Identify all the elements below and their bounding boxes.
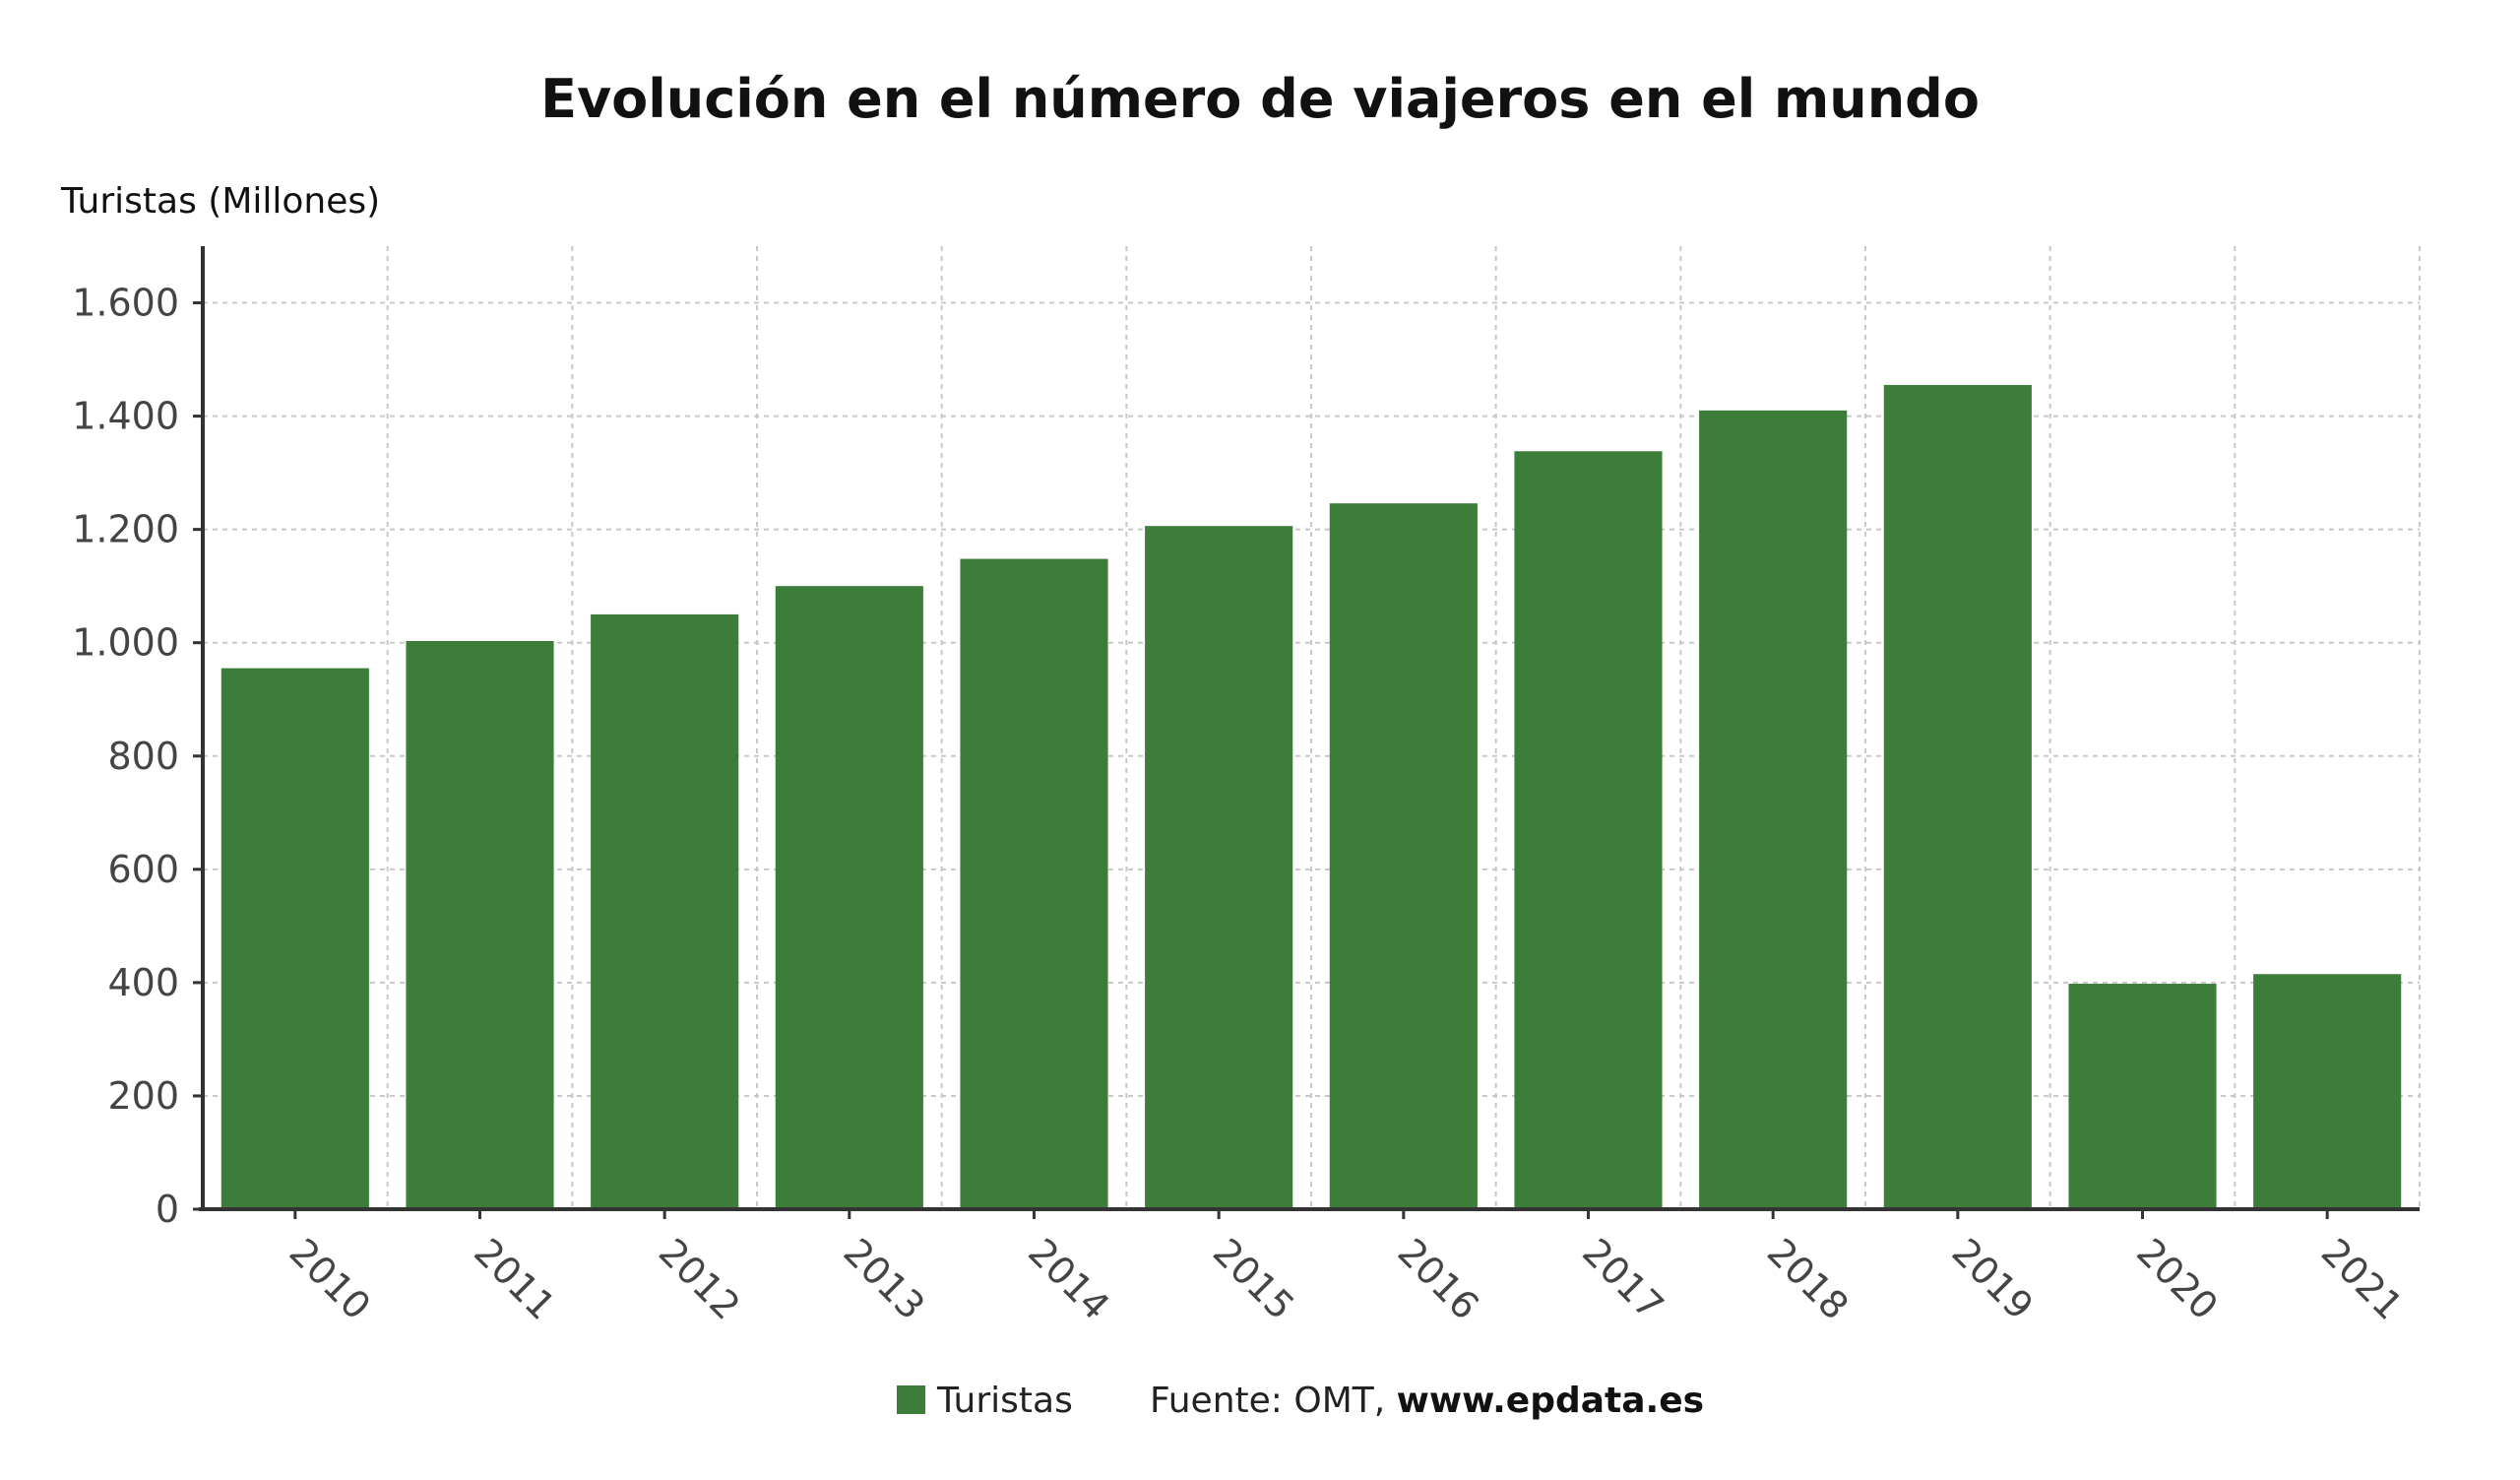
x-tick-label: 2010 <box>281 1230 379 1328</box>
x-tick-label: 2017 <box>1574 1230 1672 1328</box>
axes <box>199 246 2420 1211</box>
y-tick-label: 1.600 <box>72 282 179 325</box>
x-tick-label: 2019 <box>1943 1230 2042 1328</box>
source-prefix: Fuente: OMT, <box>1150 1381 1397 1421</box>
y-tick-label: 1.200 <box>72 508 179 551</box>
x-tick-label: 2018 <box>1759 1230 1858 1328</box>
x-tick-label: 2012 <box>651 1230 749 1328</box>
legend-label: Turistas <box>936 1381 1073 1421</box>
x-tick-labels: 2010 2011 2012 2013 2014 2015 2016 2017 2018 2019… <box>281 1209 2411 1328</box>
y-tick-label: 1.400 <box>72 395 179 438</box>
x-tick-label: 2016 <box>1389 1230 1487 1328</box>
gridlines <box>203 246 2421 1209</box>
x-tick-label: 2021 <box>2313 1230 2412 1328</box>
bar-2013 <box>775 586 923 1209</box>
bar-2016 <box>1329 503 1478 1209</box>
bar-2015 <box>1145 526 1293 1209</box>
source-credit: Fuente: OMT, www.epdata.es <box>1150 1381 1704 1421</box>
chart-title: Evolución en el número de viajeros en el… <box>540 68 1980 130</box>
y-tick-label: 0 <box>156 1188 179 1231</box>
x-tick-label: 2020 <box>2128 1230 2227 1328</box>
x-tick-label: 2014 <box>1020 1230 1118 1328</box>
x-tick-label: 2013 <box>835 1230 933 1328</box>
bar-2021 <box>2253 974 2402 1209</box>
y-tick-labels: 0 200 400 600 800 1.000 1.200 1.400 1.600 <box>72 282 203 1231</box>
y-tick-label: 400 <box>107 961 179 1004</box>
x-tick-label: 2011 <box>466 1230 564 1328</box>
y-tick-label: 1.000 <box>72 621 179 665</box>
bar-2017 <box>1514 451 1663 1209</box>
bar-2019 <box>1883 384 2032 1210</box>
bar-2012 <box>591 613 739 1209</box>
y-tick-label: 800 <box>107 735 179 778</box>
y-tick-label: 200 <box>107 1074 179 1118</box>
bar-2010 <box>220 668 369 1209</box>
bar-2011 <box>406 640 554 1209</box>
source-site: www.epdata.es <box>1397 1381 1704 1421</box>
legend-swatch <box>897 1385 925 1414</box>
bar-2014 <box>960 558 1108 1209</box>
bar-2020 <box>2068 984 2217 1209</box>
legend: Turistas <box>897 1381 1073 1421</box>
y-axis-label: Turistas (Millones) <box>60 181 380 222</box>
x-tick-label: 2015 <box>1205 1230 1303 1328</box>
bar-2018 <box>1699 410 1848 1209</box>
y-tick-label: 600 <box>107 848 179 891</box>
bars <box>220 384 2402 1210</box>
